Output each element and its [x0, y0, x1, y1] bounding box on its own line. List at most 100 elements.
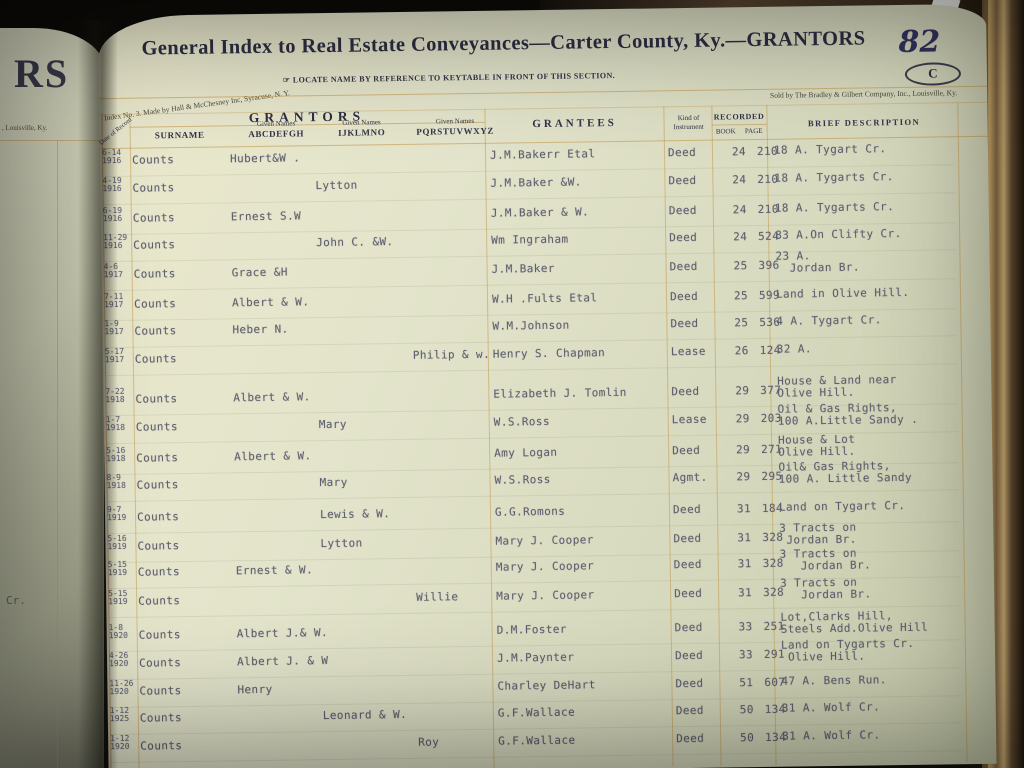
entry-given-name-ijk: John C. &W. — [316, 235, 394, 250]
index-entries: 6-14 1916 Counts Hubert&W . J.M.Bakerr E… — [98, 4, 997, 768]
entry-date: 6-19 1916 — [102, 205, 123, 224]
entry-grantee: Amy Logan — [494, 445, 558, 460]
entry-surname: Counts — [137, 539, 180, 553]
entry-book-number: 50 — [739, 703, 754, 717]
entry-surname: Counts — [139, 684, 182, 698]
entry-grantee: Elizabeth J. Tomlin — [493, 385, 627, 401]
entry-surname: Counts — [139, 711, 183, 725]
entry-instrument-kind: Deed — [672, 502, 702, 517]
entry-grantee: W.S.Ross — [494, 472, 551, 487]
previous-page-imprint: , Louisville, Ky. — [2, 124, 48, 132]
entry-surname: Counts — [134, 352, 178, 366]
entry-given-name-abc: Albert & W. — [233, 390, 311, 405]
entry-date: 4-6 1917 — [103, 261, 123, 280]
entry-instrument-kind: Deed — [674, 586, 703, 601]
entry-description: Land on Tygart Cr. — [778, 498, 906, 514]
entry-surname: Counts — [136, 451, 179, 465]
ruled-line — [57, 140, 58, 768]
entry-instrument-kind: Deed — [673, 557, 702, 572]
entry-instrument-kind: Deed — [671, 384, 700, 399]
entry-given-name-pqr: Philip & w. — [412, 347, 491, 362]
entry-book-number: 31 — [736, 502, 752, 516]
entry-grantee: G.F.Wallace — [497, 705, 576, 720]
entry-date: 1-12 1920 — [110, 733, 130, 752]
entry-date: 6-14 1916 — [101, 147, 122, 166]
entry-surname: Counts — [133, 267, 176, 281]
entry-given-name-abc: Albert & W. — [231, 295, 310, 310]
entry-grantee: J.M.Bakerr Etal — [489, 147, 596, 162]
entry-date: 4-19 1916 — [102, 175, 122, 194]
entry-given-name-ijk: Lytton — [315, 178, 358, 193]
entry-given-name-ijk: Mary — [318, 417, 347, 432]
entry-book-number: 31 — [737, 531, 752, 545]
previous-page: RS , Louisville, Ky. Cr. — [0, 28, 104, 768]
entry-book-number: 31 — [738, 586, 753, 600]
entry-surname: Counts — [133, 238, 176, 252]
entry-surname: Counts — [138, 628, 181, 642]
entry-instrument-kind: Deed — [667, 145, 697, 160]
entry-grantee: J.M.Paynter — [496, 650, 575, 665]
entry-description: Land in Olive Hill. — [775, 285, 910, 301]
entry-grantee: J.M.Baker — [491, 261, 555, 276]
entry-instrument-kind: Deed — [669, 289, 699, 304]
entry-book-number: 24 — [732, 173, 747, 187]
entry-description: House & Lot Olive Hill. — [777, 432, 856, 459]
entry-book-number: 33 — [738, 620, 753, 634]
entry-surname: Counts — [136, 510, 180, 524]
entry-date: 1-9 1917 — [104, 318, 124, 337]
entry-given-name-abc: Albert J. & W — [236, 654, 329, 669]
entry-surname: Counts — [136, 478, 179, 492]
entry-given-name-ijk: Lewis & W. — [319, 507, 391, 522]
entry-description: Lot,Clarks Hill, Steels Add.Olive Hill — [780, 609, 929, 636]
entry-book-number: 33 — [738, 648, 754, 662]
entry-book-number: 50 — [740, 731, 755, 745]
entry-grantee: G.G.Romons — [494, 504, 566, 519]
entry-grantee: W.S.Ross — [493, 414, 551, 429]
entry-book-number: 31 — [737, 557, 752, 571]
entry-given-name-ijk: Leonard & W. — [322, 707, 408, 723]
entry-grantee: D.M.Foster — [496, 622, 567, 637]
entry-surname: Counts — [138, 656, 182, 670]
entry-grantee: Wm Ingraham — [491, 232, 569, 247]
entry-date: 5-15 1919 — [107, 559, 128, 578]
entry-grantee: Mary J. Cooper — [495, 559, 595, 574]
entry-given-name-abc: Grace &H — [231, 265, 288, 280]
entry-date: 1-12 1925 — [109, 705, 130, 724]
entry-instrument-kind: Agmt. — [672, 470, 708, 485]
previous-page-partial-title: RS — [14, 51, 70, 96]
entry-description: Oil& Gas Rights, 100 A. Little Sandy — [778, 459, 913, 486]
entry-grantee: W.H .Fults Etal — [491, 291, 598, 306]
entry-instrument-kind: Deed — [674, 620, 703, 635]
entry-given-name-ijk: Mary — [319, 475, 348, 490]
entry-instrument-kind: Deed — [672, 443, 701, 458]
entry-book-number: 29 — [735, 412, 750, 426]
entry-date: 5-17 1917 — [104, 346, 125, 365]
entry-date: 4-26 1920 — [108, 650, 129, 669]
entry-instrument-kind: Deed — [668, 173, 697, 188]
entry-description: 18 A. Tygarts Cr. — [774, 170, 894, 185]
entry-given-name-abc: Albert & W. — [234, 449, 312, 464]
entry-surname: Counts — [137, 565, 181, 579]
entry-instrument-kind: Deed — [670, 316, 699, 331]
entry-instrument-kind: Deed — [674, 648, 704, 663]
entry-date: 1-8 1920 — [108, 622, 129, 641]
entry-given-name-abc: Ernest & W. — [235, 563, 314, 578]
entry-given-name-abc: Heber N. — [232, 322, 289, 337]
entry-date: 8-9 1918 — [106, 472, 126, 491]
ruled-line — [0, 140, 104, 141]
entry-surname: Counts — [132, 211, 176, 225]
entry-description: 4 A. Tygart Cr. — [776, 313, 882, 328]
index-page: General Index to Real Estate Conveyances… — [98, 3, 997, 768]
entry-surname: Counts — [132, 181, 175, 195]
entry-surname: Counts — [135, 392, 178, 406]
entry-grantee: W.M.Johnson — [492, 318, 570, 333]
entry-given-name-abc: Hubert&W . — [229, 151, 301, 166]
entry-grantee: G.F.Wallace — [498, 733, 576, 748]
entry-description: 47 A. Bens Run. — [781, 673, 887, 688]
entry-instrument-kind: Lease — [670, 344, 706, 359]
entry-description: Land on Tygarts Cr. Olive Hill. — [780, 636, 915, 664]
entry-description: 18 A. Tygarts Cr. — [774, 200, 895, 215]
entry-instrument-kind: Deed — [676, 731, 705, 746]
entry-description: 18 A. Tygart Cr. — [773, 142, 887, 157]
entry-date: 7-11 1917 — [103, 291, 124, 310]
